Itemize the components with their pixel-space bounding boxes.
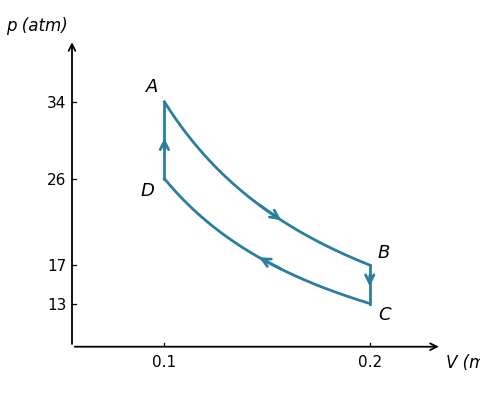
Text: p (atm): p (atm) xyxy=(6,17,68,35)
Text: C: C xyxy=(378,307,391,324)
Text: V (m³): V (m³) xyxy=(446,355,480,372)
Text: B: B xyxy=(378,244,390,262)
Text: D: D xyxy=(140,182,154,199)
Text: A: A xyxy=(146,78,158,96)
